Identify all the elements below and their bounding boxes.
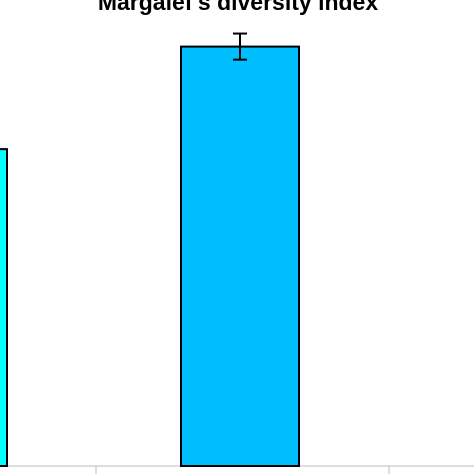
- bar: [180, 45, 300, 467]
- chart-title: Margalef's diversity index: [98, 0, 379, 15]
- bars-group: [0, 32, 300, 467]
- bar: [0, 148, 8, 467]
